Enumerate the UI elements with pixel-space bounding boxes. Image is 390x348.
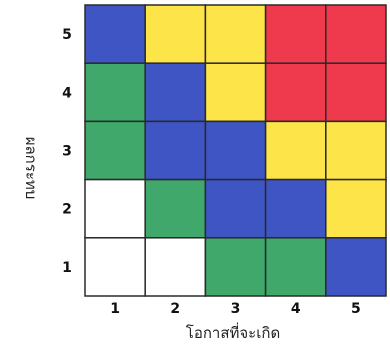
cell-x1-y2	[84, 178, 146, 239]
cell-x5-y3	[325, 120, 387, 181]
cell-x1-y5	[84, 4, 146, 64]
x-tick-label: 2	[170, 301, 180, 317]
x-tick-label: 5	[351, 301, 361, 317]
cell-x2-y3	[144, 120, 207, 181]
x-tick-label: 4	[291, 301, 301, 317]
cell-x4-y4	[264, 62, 327, 123]
cell-x3-y5	[204, 4, 267, 64]
cell-x3-y1	[204, 237, 267, 297]
cell-x5-y5	[325, 4, 387, 64]
x-tick-label: 1	[110, 301, 120, 317]
cell-x3-y4	[204, 62, 267, 123]
y-tick-label: 4	[62, 85, 72, 101]
x-axis-label: โอกาสที่จะเกิด	[186, 322, 280, 342]
cell-x1-y3	[84, 120, 146, 181]
cell-x2-y5	[144, 4, 207, 64]
cell-x1-y1	[84, 237, 146, 297]
y-axis-ticks: 1 2 3 4 5	[62, 27, 72, 276]
cell-x4-y5	[264, 4, 327, 64]
y-axis-label: ผลกระทบ	[22, 137, 40, 200]
cell-x1-y4	[84, 62, 146, 123]
matrix-cells	[84, 4, 387, 297]
cell-x4-y1	[264, 237, 327, 297]
y-tick-label: 1	[62, 260, 72, 276]
cell-x2-y2	[144, 178, 207, 239]
y-tick-label: 2	[62, 202, 72, 218]
cell-x2-y4	[144, 62, 207, 123]
x-tick-label: 3	[231, 301, 241, 317]
cell-x4-y2	[264, 178, 327, 239]
cell-x5-y2	[325, 178, 387, 239]
y-tick-label: 5	[62, 27, 72, 43]
x-axis-ticks: 1 2 3 4 5	[110, 301, 361, 317]
cell-x4-y3	[264, 120, 327, 181]
cell-x5-y4	[325, 62, 387, 123]
cell-x3-y3	[204, 120, 267, 181]
cell-x2-y1	[144, 237, 207, 297]
cell-x5-y1	[325, 237, 387, 297]
y-tick-label: 3	[62, 144, 72, 160]
cell-x3-y2	[204, 178, 267, 239]
